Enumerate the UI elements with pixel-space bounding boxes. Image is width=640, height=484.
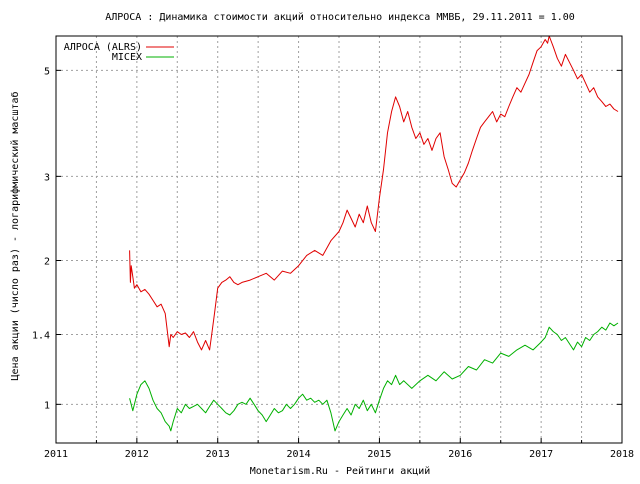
legend-label: АЛРОСА (ALRS) bbox=[64, 42, 142, 53]
y-tick-label: 1.4 bbox=[32, 331, 50, 342]
x-tick-label: 2014 bbox=[287, 449, 311, 460]
x-tick-label: 2018 bbox=[610, 449, 634, 460]
chart-legend: АЛРОСА (ALRS)MICEX bbox=[64, 42, 174, 63]
x-tick-label: 2017 bbox=[529, 449, 553, 460]
y-tick-label: 2 bbox=[44, 256, 50, 267]
x-tick-label: 2015 bbox=[367, 449, 391, 460]
x-axis-label: Monetarism.Ru - Рейтинги акций bbox=[250, 465, 431, 477]
series-line-micex bbox=[129, 322, 619, 432]
x-tick-label: 2013 bbox=[206, 449, 230, 460]
y-axis-label: Цена акции (число раз) - логарифмический… bbox=[9, 92, 21, 381]
chart-ticks: 2011 2012 2013 2014 2015 2016 2017 2018 1 1.4 2 3 5 bbox=[32, 66, 634, 460]
chart-grid bbox=[56, 36, 622, 443]
x-tick-label: 2012 bbox=[125, 449, 149, 460]
chart-title: АЛРОСА : Динамика стоимости акций относи… bbox=[105, 11, 575, 23]
series-line-alrs bbox=[129, 35, 619, 351]
y-tick-label: 5 bbox=[44, 66, 50, 77]
legend-label: MICEX bbox=[112, 52, 142, 63]
chart-series bbox=[129, 35, 619, 432]
x-tick-label: 2016 bbox=[448, 449, 472, 460]
y-tick-label: 3 bbox=[44, 172, 50, 183]
x-tick-label: 2011 bbox=[44, 449, 68, 460]
y-tick-label: 1 bbox=[44, 400, 50, 411]
